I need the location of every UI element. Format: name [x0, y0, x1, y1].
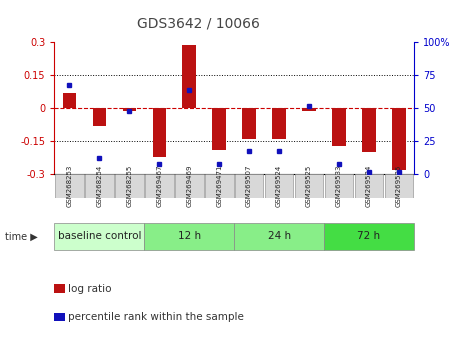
Bar — [332, 108, 346, 146]
Bar — [212, 108, 226, 150]
FancyBboxPatch shape — [85, 174, 114, 198]
Text: GSM269467: GSM269467 — [156, 165, 162, 207]
Text: GSM268253: GSM268253 — [66, 165, 72, 207]
FancyBboxPatch shape — [295, 174, 324, 198]
Bar — [302, 108, 316, 110]
Text: 12 h: 12 h — [178, 231, 201, 241]
Bar — [62, 93, 76, 108]
Text: GSM269507: GSM269507 — [246, 165, 252, 207]
Text: percentile rank within the sample: percentile rank within the sample — [68, 312, 244, 322]
Text: log ratio: log ratio — [68, 284, 111, 293]
Text: GSM269469: GSM269469 — [186, 165, 192, 207]
Bar — [272, 108, 286, 139]
Text: baseline control: baseline control — [58, 231, 141, 241]
Text: GSM269534: GSM269534 — [366, 165, 372, 207]
FancyBboxPatch shape — [355, 174, 383, 198]
Bar — [123, 108, 136, 110]
Bar — [392, 108, 406, 170]
FancyBboxPatch shape — [145, 174, 174, 198]
FancyBboxPatch shape — [115, 174, 144, 198]
FancyBboxPatch shape — [265, 174, 293, 198]
FancyBboxPatch shape — [235, 174, 263, 198]
Bar — [362, 108, 376, 152]
Text: 72 h: 72 h — [358, 231, 380, 241]
FancyBboxPatch shape — [385, 174, 413, 198]
Bar — [242, 108, 256, 139]
Text: GSM268255: GSM268255 — [126, 165, 132, 207]
Text: GDS3642 / 10066: GDS3642 / 10066 — [137, 16, 260, 30]
Text: GSM269535: GSM269535 — [396, 165, 402, 207]
Text: 24 h: 24 h — [268, 231, 290, 241]
Text: GSM269524: GSM269524 — [276, 165, 282, 207]
Text: GSM269525: GSM269525 — [306, 165, 312, 207]
Bar — [152, 108, 166, 157]
Bar — [93, 108, 106, 126]
Text: GSM269533: GSM269533 — [336, 165, 342, 207]
FancyBboxPatch shape — [55, 174, 84, 198]
FancyBboxPatch shape — [205, 174, 234, 198]
Bar — [183, 45, 196, 108]
Text: time ▶: time ▶ — [5, 231, 37, 241]
FancyBboxPatch shape — [324, 174, 353, 198]
FancyBboxPatch shape — [175, 174, 203, 198]
Text: GSM269471: GSM269471 — [216, 165, 222, 207]
Text: GSM268254: GSM268254 — [96, 165, 102, 207]
